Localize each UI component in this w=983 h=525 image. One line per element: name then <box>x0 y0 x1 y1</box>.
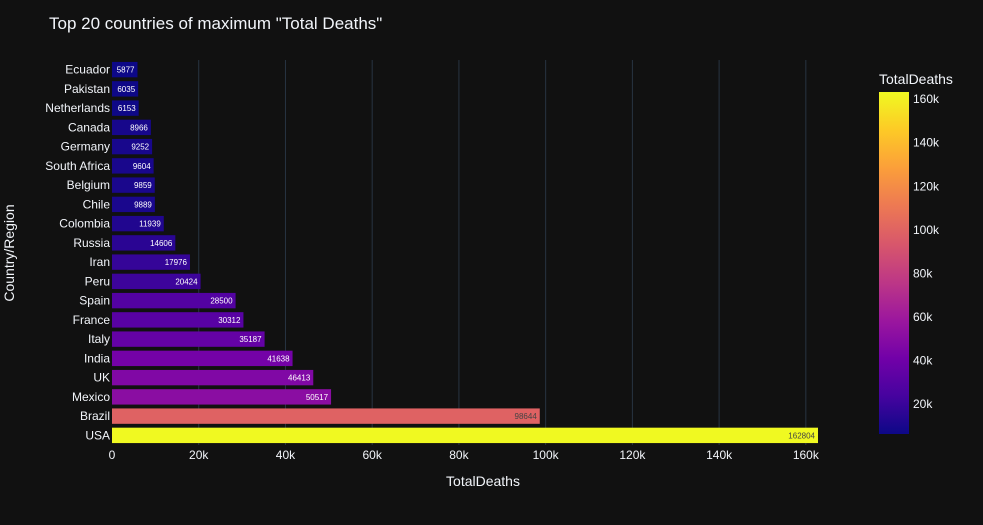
bars: 162804 98644 50517 46413 41638 35187 30312 2850… <box>112 61 818 444</box>
x-tick-label: 160k <box>793 448 820 462</box>
bar-value-label: 9889 <box>134 200 152 209</box>
colorbar-tick-label: 160k <box>913 92 940 106</box>
y-tick-label: France <box>73 313 111 327</box>
bar-value-label: 46413 <box>288 374 311 383</box>
x-axis-title: TotalDeaths <box>446 473 520 489</box>
y-tick-label: Russia <box>73 236 110 250</box>
bar-value-label: 9252 <box>131 143 149 152</box>
bar[interactable] <box>112 350 293 367</box>
bar-value-label: 6153 <box>118 104 136 113</box>
bar[interactable] <box>112 389 332 405</box>
bar-value-label: 6035 <box>117 85 135 94</box>
x-axis-ticks: 0 20k 40k 60k 80k 100k 120k 140k 160k <box>109 448 820 462</box>
colorbar-tick-label: 80k <box>913 266 933 280</box>
y-tick-label: Peru <box>85 274 110 288</box>
y-tick-label: Germany <box>61 140 110 154</box>
bar-value-label: 5877 <box>117 66 135 75</box>
y-tick-label: Spain <box>79 294 110 308</box>
colorbar-title: TotalDeaths <box>879 71 953 87</box>
bar[interactable] <box>112 177 155 193</box>
bar-value-label: 9604 <box>133 162 151 171</box>
grid-lines <box>198 60 807 445</box>
colorbar-ticks: 20k 40k 60k 80k 100k 120k 140k 160k <box>913 92 940 411</box>
colorbar-gradient <box>879 92 909 434</box>
bar[interactable] <box>112 369 314 386</box>
bar[interactable] <box>112 119 151 136</box>
bar[interactable] <box>112 158 154 174</box>
bar[interactable] <box>112 408 540 424</box>
bar-value-label: 98644 <box>515 412 538 421</box>
y-tick-label: Mexico <box>72 390 110 404</box>
x-tick-label: 140k <box>706 448 733 462</box>
bar[interactable] <box>112 61 138 78</box>
bar-value-label: 162804 <box>788 431 815 440</box>
bar-value-label: 28500 <box>210 297 233 306</box>
bar-value-label: 20424 <box>175 277 198 286</box>
bar[interactable] <box>112 81 139 97</box>
bar[interactable] <box>112 312 244 328</box>
y-axis-labels: USA Brazil Mexico UK India Italy France Spain Pe… <box>45 63 110 443</box>
y-tick-label: Colombia <box>59 217 110 231</box>
colorbar: TotalDeaths <box>879 71 953 434</box>
colorbar-tick-label: 140k <box>913 136 940 150</box>
y-tick-label: Canada <box>68 120 110 134</box>
bar-value-label: 50517 <box>306 393 329 402</box>
y-tick-label: Netherlands <box>45 101 110 115</box>
bar[interactable] <box>112 427 818 444</box>
x-tick-label: 80k <box>449 448 469 462</box>
bar-value-label: 30312 <box>218 316 241 325</box>
x-tick-label: 60k <box>363 448 383 462</box>
y-tick-label: Pakistan <box>64 82 110 96</box>
bar[interactable] <box>112 254 190 270</box>
bar-value-label: 14606 <box>150 239 173 248</box>
y-tick-label: India <box>84 351 110 365</box>
y-tick-label: Iran <box>89 255 110 269</box>
colorbar-tick-label: 100k <box>913 223 940 237</box>
bar-value-label: 8966 <box>130 123 148 132</box>
x-tick-label: 40k <box>276 448 296 462</box>
bar[interactable] <box>112 100 139 116</box>
colorbar-tick-label: 60k <box>913 310 933 324</box>
y-tick-label: Belgium <box>67 178 110 192</box>
y-tick-label: Ecuador <box>65 63 110 77</box>
x-tick-label: 100k <box>533 448 560 462</box>
colorbar-tick-label: 40k <box>913 354 933 368</box>
bar[interactable] <box>112 235 176 251</box>
bar[interactable] <box>112 273 201 290</box>
y-axis-title: Country/Region <box>1 204 17 301</box>
bar-value-label: 17976 <box>165 258 188 267</box>
y-tick-label: Chile <box>83 197 111 211</box>
y-tick-label: Brazil <box>80 409 110 423</box>
bar[interactable] <box>112 292 236 309</box>
bar[interactable] <box>112 196 155 213</box>
bar-value-label: 11939 <box>139 220 161 229</box>
y-tick-label: USA <box>85 428 110 442</box>
bar[interactable] <box>112 138 153 155</box>
y-tick-label: Italy <box>88 332 110 346</box>
y-tick-label: UK <box>93 371 110 385</box>
bar-value-label: 41638 <box>267 354 290 363</box>
x-tick-label: 0 <box>109 448 116 462</box>
x-tick-label: 20k <box>189 448 209 462</box>
bar[interactable] <box>112 215 164 232</box>
y-tick-label: South Africa <box>45 159 110 173</box>
chart-title: Top 20 countries of maximum "Total Death… <box>49 14 382 33</box>
bar-value-label: 35187 <box>239 335 262 344</box>
bar-value-label: 9859 <box>134 181 152 190</box>
colorbar-tick-label: 20k <box>913 397 933 411</box>
bar[interactable] <box>112 331 265 347</box>
x-tick-label: 120k <box>619 448 646 462</box>
colorbar-tick-label: 120k <box>913 179 940 193</box>
